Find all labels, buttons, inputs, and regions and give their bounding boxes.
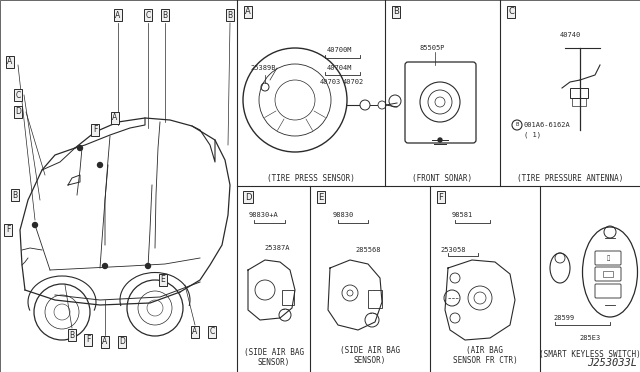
Text: 285E3: 285E3 [579, 335, 600, 341]
Bar [282, 290, 294, 305]
Text: E: E [318, 192, 324, 202]
Text: A: A [193, 327, 198, 337]
Text: J253033L: J253033L [587, 358, 637, 368]
Text: C: C [508, 7, 514, 16]
Text: 285568: 285568 [355, 247, 381, 253]
Text: D: D [15, 108, 21, 116]
Circle shape [145, 263, 150, 269]
Text: B: B [515, 122, 518, 128]
Text: A: A [102, 337, 108, 346]
Text: (TIRE PRESS SENSOR): (TIRE PRESS SENSOR) [267, 173, 355, 183]
Text: (TIRE PRESSURE ANTENNA): (TIRE PRESSURE ANTENNA) [517, 173, 623, 183]
Text: B: B [227, 10, 232, 19]
Text: B: B [12, 190, 17, 199]
Text: A: A [8, 58, 13, 67]
Text: F: F [438, 192, 444, 202]
Text: (AIR BAG: (AIR BAG [467, 346, 504, 355]
Text: (SIDE AIR BAG: (SIDE AIR BAG [244, 347, 304, 356]
Circle shape [438, 138, 442, 142]
Bar [570, 88, 588, 98]
Text: 40700M: 40700M [327, 47, 353, 53]
Text: 253058: 253058 [440, 247, 465, 253]
Circle shape [33, 222, 38, 228]
Text: (FRONT SONAR): (FRONT SONAR) [412, 173, 472, 183]
Circle shape [102, 263, 108, 269]
Text: D: D [119, 337, 125, 346]
Text: E: E [161, 276, 165, 285]
Text: F: F [6, 225, 10, 234]
Text: B: B [163, 10, 168, 19]
Text: SENSOR): SENSOR) [258, 357, 290, 366]
Bar [572, 98, 586, 106]
Text: A: A [113, 113, 118, 122]
Text: 40740: 40740 [560, 32, 581, 38]
Text: 🔒: 🔒 [606, 255, 610, 261]
Text: 25389B: 25389B [250, 65, 275, 71]
Bar [368, 290, 382, 308]
Text: 98830: 98830 [333, 212, 355, 218]
Bar [603, 271, 613, 277]
Text: B: B [69, 330, 75, 340]
Text: C: C [15, 90, 20, 99]
Text: 40702: 40702 [343, 79, 364, 85]
Text: 28599: 28599 [553, 315, 574, 321]
Text: 40704M: 40704M [327, 65, 353, 71]
Text: F: F [93, 125, 97, 135]
Text: 001A6-6162A: 001A6-6162A [524, 122, 571, 128]
Text: D: D [244, 192, 252, 202]
Text: (SMART KEYLESS SWITCH): (SMART KEYLESS SWITCH) [539, 350, 640, 359]
Circle shape [77, 145, 83, 151]
Text: A: A [245, 7, 251, 16]
Text: 98581: 98581 [452, 212, 473, 218]
Text: SENSOR): SENSOR) [354, 356, 386, 365]
Text: SENSOR FR CTR): SENSOR FR CTR) [452, 356, 517, 365]
Text: C: C [209, 327, 214, 337]
Text: C: C [145, 10, 150, 19]
Text: 40703: 40703 [320, 79, 341, 85]
Text: A: A [115, 10, 120, 19]
Text: B: B [393, 7, 399, 16]
Text: 25387A: 25387A [264, 245, 289, 251]
Text: 98830+A: 98830+A [249, 212, 279, 218]
Text: 85505P: 85505P [420, 45, 445, 51]
Text: F: F [86, 336, 90, 344]
Text: ( 1): ( 1) [524, 132, 541, 138]
Circle shape [97, 163, 102, 167]
Text: (SIDE AIR BAG: (SIDE AIR BAG [340, 346, 400, 355]
